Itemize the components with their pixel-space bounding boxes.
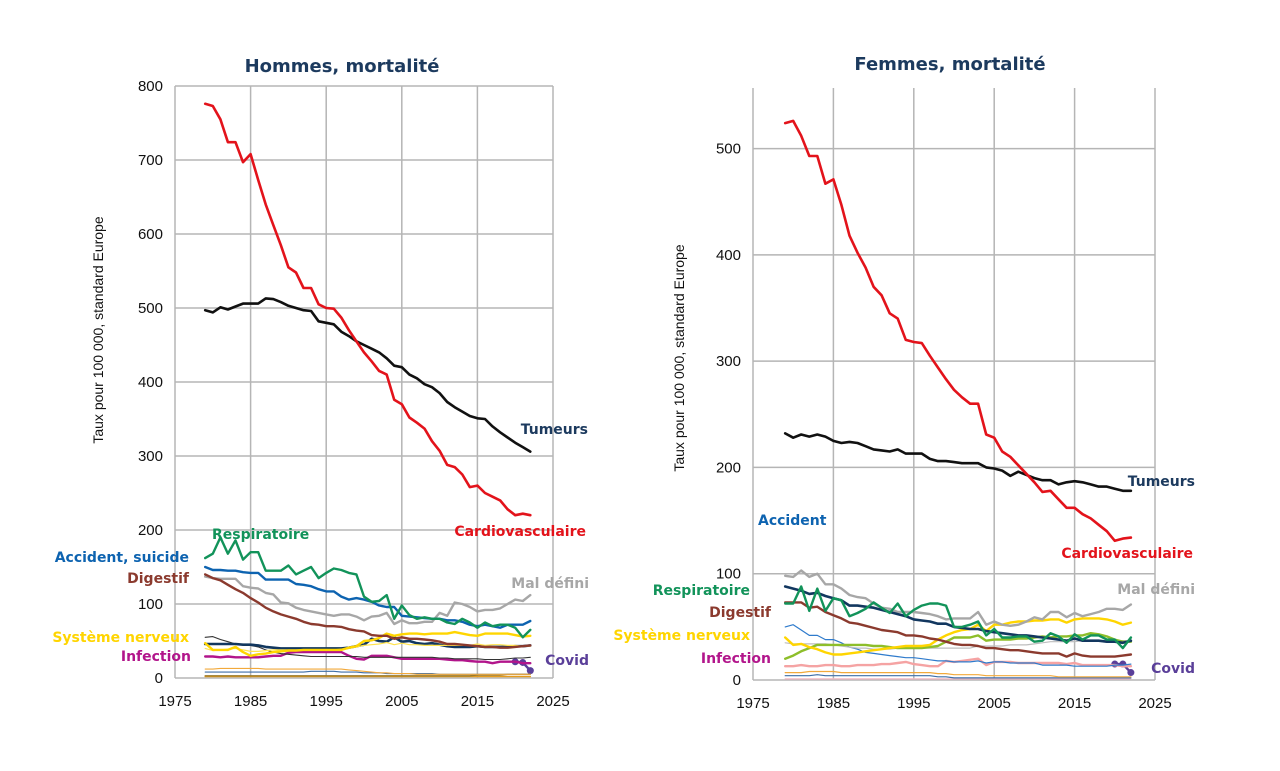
y-tick-label: 800	[138, 78, 163, 95]
x-tick-label: 2025	[1138, 695, 1171, 712]
series-label-cardiovasculaire: Cardiovasculaire	[454, 524, 586, 540]
covid-point	[1127, 669, 1135, 677]
x-tick-label: 2005	[385, 693, 418, 710]
series-label-cardiovasculaire: Cardiovasculaire	[1061, 546, 1193, 562]
x-tick-label: 1995	[310, 693, 343, 710]
series-line-syst-me-nerveux-fin-	[204, 641, 531, 652]
series-line-orange-faible	[784, 670, 1132, 678]
y-tick-label: 400	[138, 374, 163, 391]
series-line-mal-d-fini	[784, 569, 1133, 627]
series-label-covid: Covid	[1151, 661, 1195, 677]
y-tick-label: 0	[733, 672, 741, 689]
series-label-mal-d-fini: Mal défini	[511, 576, 589, 592]
covid-point	[526, 667, 534, 675]
x-tick-label: 2015	[461, 693, 494, 710]
x-tick-label: 1975	[158, 693, 191, 710]
y-tick-label: 300	[138, 448, 163, 465]
series-label-digestif: Digestif	[709, 605, 772, 621]
series-label-tumeurs: Tumeurs	[1128, 474, 1195, 490]
chart-title: Femmes, mortalité	[854, 54, 1045, 75]
y-tick-label: 200	[138, 522, 163, 539]
x-tick-label: 1985	[234, 693, 267, 710]
y-tick-label: 500	[716, 141, 741, 158]
y-tick-label: 100	[716, 566, 741, 583]
series-line-tumeurs	[783, 432, 1133, 493]
series-line-olive-faible	[204, 673, 531, 677]
y-tick-label: 500	[138, 300, 163, 317]
series-line-mal-d-fini	[204, 575, 532, 626]
x-tick-label: 1975	[736, 695, 769, 712]
y-tick-label: 400	[716, 247, 741, 264]
y-tick-label: 0	[155, 670, 163, 687]
series-label-respiratoire: Respiratoire	[653, 583, 750, 599]
x-tick-label: 1995	[897, 695, 930, 712]
series-label-accident: Accident	[758, 513, 827, 529]
x-tick-label: 2015	[1058, 695, 1091, 712]
y-tick-label: 600	[138, 226, 163, 243]
series-line-bleu-faible	[784, 674, 1132, 679]
series-line-cardiovasculaire	[783, 119, 1133, 543]
y-tick-label: 300	[716, 353, 741, 370]
series-line-syst-me-nerveux	[784, 617, 1133, 656]
y-tick-label: 700	[138, 152, 163, 169]
y-tick-label: 200	[716, 459, 741, 476]
series-label-infection: Infection	[701, 651, 771, 667]
series-line-syst-me-nerveux	[204, 630, 532, 657]
series-label-digestif: Digestif	[127, 571, 190, 587]
series-label-tumeurs: Tumeurs	[521, 422, 588, 438]
y-tick-label: 100	[138, 596, 163, 613]
series-label-syst-me-nerveux: Système nerveux	[52, 630, 189, 646]
series-line-orange-faible	[204, 667, 531, 675]
x-tick-label: 2005	[978, 695, 1011, 712]
series-label-mal-d-fini: Mal défini	[1117, 582, 1195, 598]
chart-title: Hommes, mortalité	[245, 56, 440, 77]
x-tick-label: 1985	[817, 695, 850, 712]
series-label-syst-me-nerveux: Système nerveux	[613, 628, 750, 644]
series-line-bleu-fin	[784, 624, 1132, 667]
series-label-covid: Covid	[545, 653, 589, 669]
series-line-digestif	[204, 573, 532, 649]
series-line-autres-gris-fonc-	[204, 636, 531, 661]
x-tick-label: 2025	[536, 693, 569, 710]
series-label-respiratoire: Respiratoire	[212, 527, 309, 543]
series-line-cardiovasculaire	[203, 102, 532, 517]
series-line-respiratoire	[204, 536, 532, 639]
series-label-accident-suicide: Accident, suicide	[55, 550, 189, 566]
series-line-tumeurs	[203, 297, 532, 453]
series-label-infection: Infection	[121, 649, 191, 665]
chart-hommes: Hommes, mortalité Taux pour 100 000, stan…	[52, 56, 589, 710]
series-line-digestif	[784, 601, 1133, 658]
series-line-respiratoire	[784, 585, 1133, 650]
series-line-autres-gris-	[784, 640, 1132, 650]
chart-femmes: Femmes, mortalité Taux pour 100 000, stan…	[613, 54, 1195, 712]
y-axis-label: Taux pour 100 000, standard Europe	[671, 244, 687, 471]
y-axis-label: Taux pour 100 000, standard Europe	[90, 216, 106, 443]
